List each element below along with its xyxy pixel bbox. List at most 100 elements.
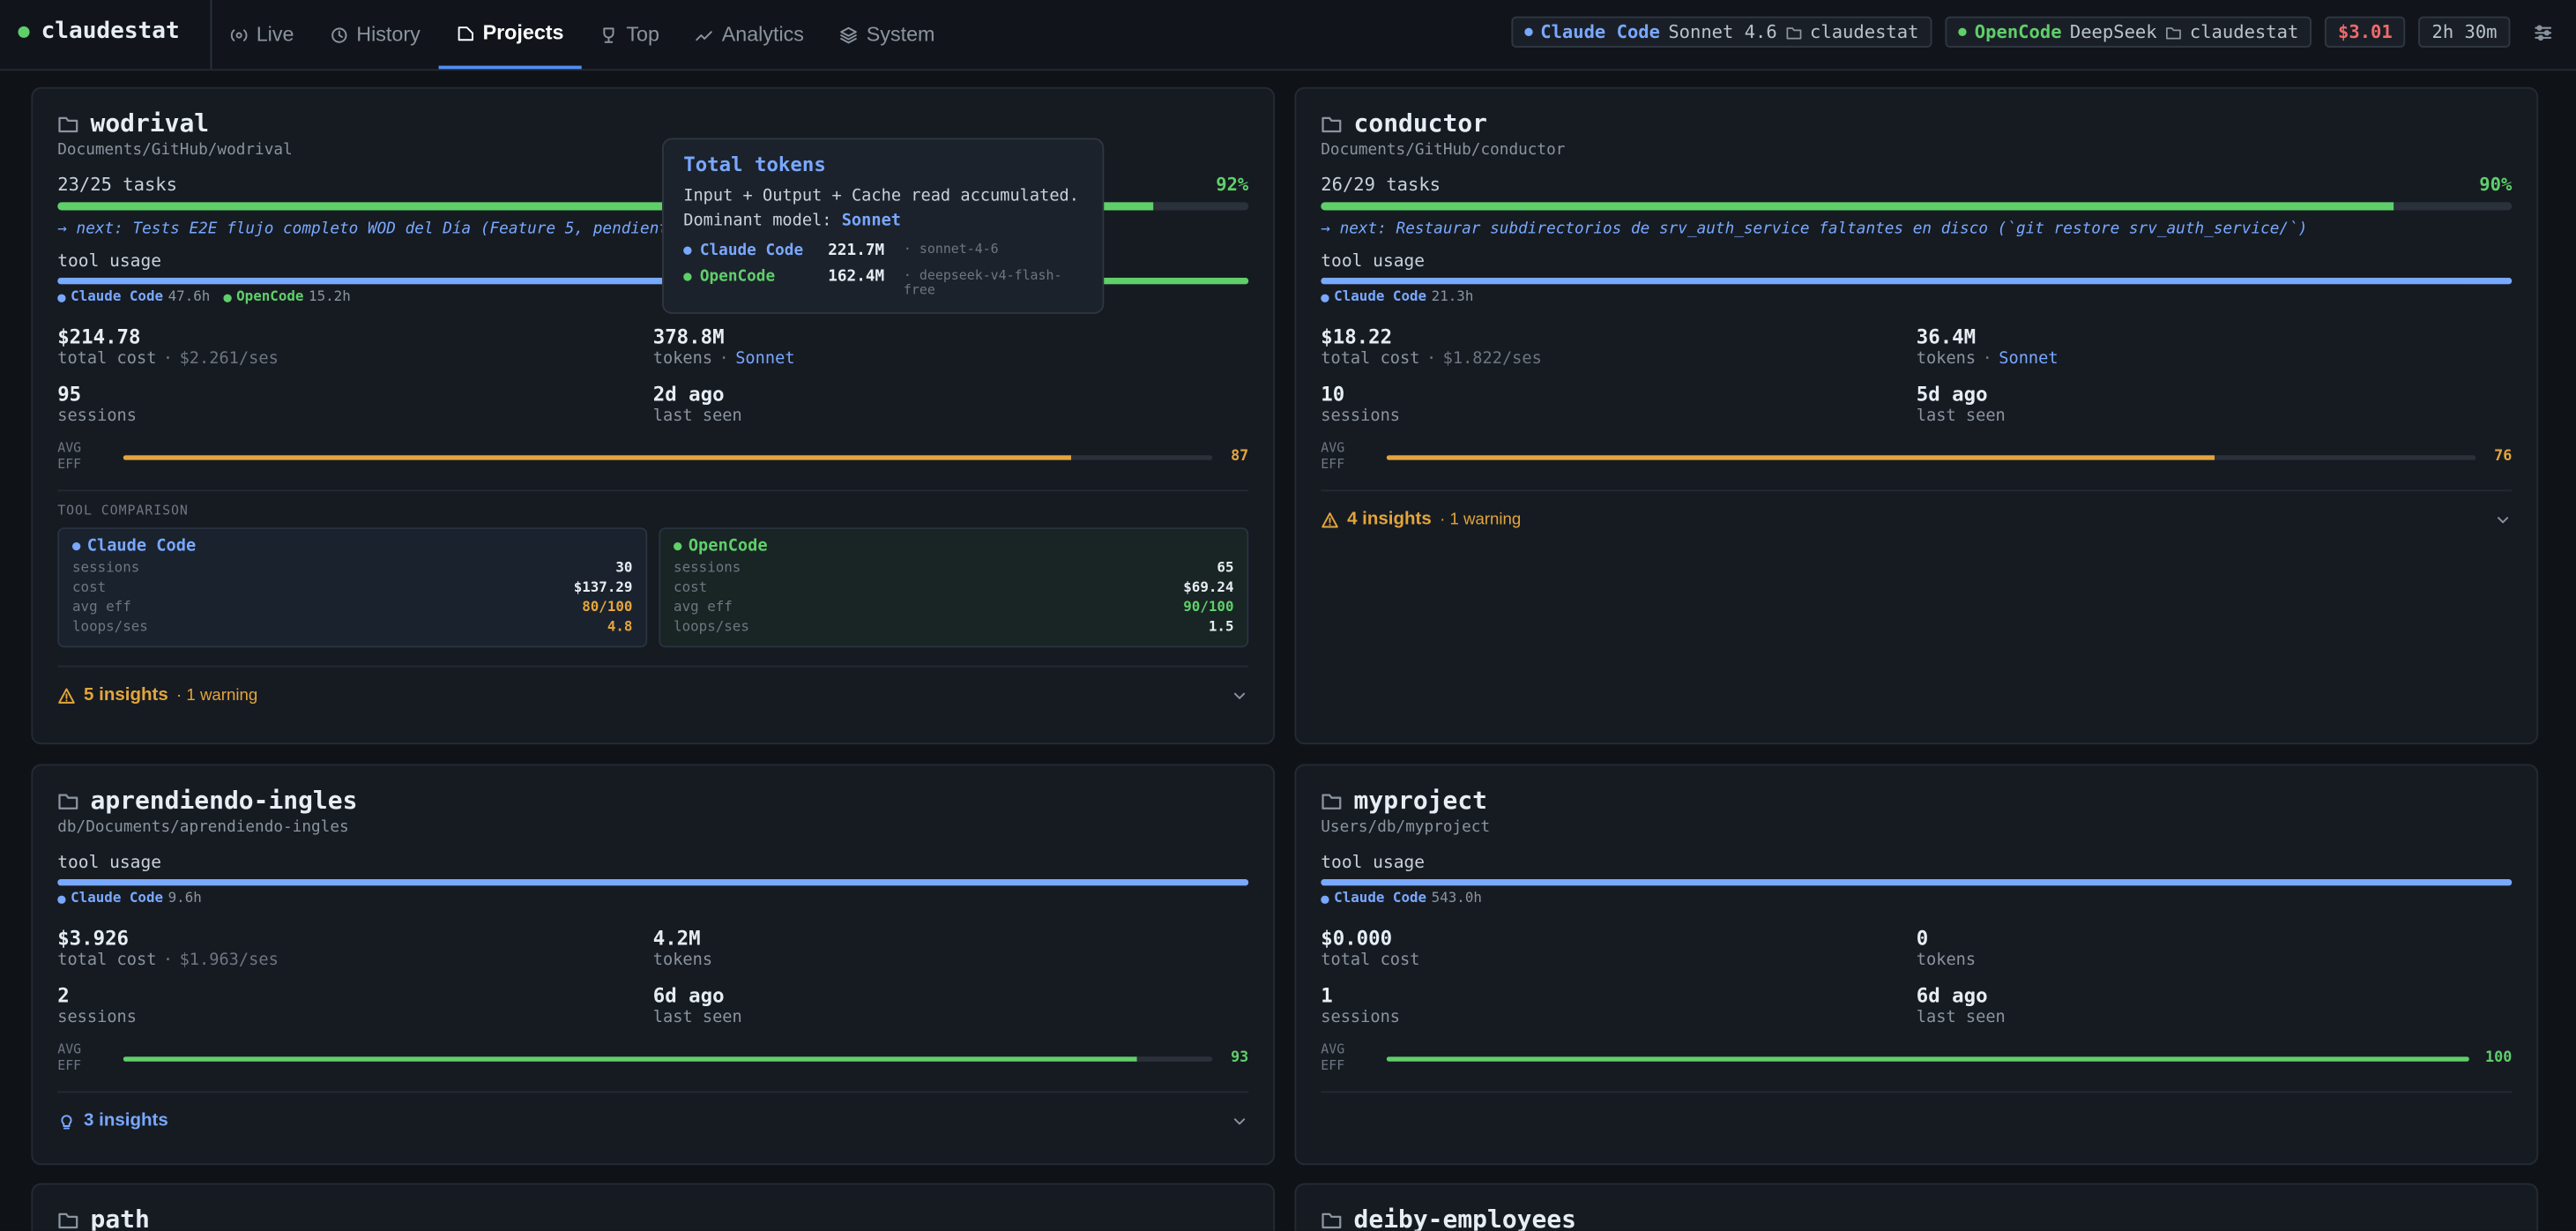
session-project: claudestat bbox=[1810, 21, 1919, 43]
legend-item: OpenCode 15.2h bbox=[223, 289, 351, 306]
legend-item: Claude Code 543.0h bbox=[1321, 891, 1482, 907]
session-pill[interactable]: Claude Code Sonnet 4.6 claudestat bbox=[1510, 16, 1932, 48]
stat-value: $214.78 bbox=[57, 325, 141, 349]
legend-tool: OpenCode bbox=[236, 288, 304, 306]
tool-legend: Claude Code 47.6h OpenCode 15.2h bbox=[57, 289, 1248, 306]
efficiency-label: AVG EFF bbox=[57, 440, 82, 472]
stat: 95 sessions bbox=[57, 383, 653, 427]
task-row: 26/29 tasks 90% bbox=[1321, 175, 2512, 196]
project-name: path bbox=[90, 1204, 150, 1231]
comparison-grid: Claude Code sessions 30 cost $137.29 avg eff 8… bbox=[57, 527, 1249, 648]
efficiency-bar bbox=[123, 1056, 1213, 1061]
insights-count: 5 insights bbox=[84, 685, 168, 705]
stat: 6d ago last seen bbox=[1917, 984, 2513, 1028]
comparison-label: cost bbox=[71, 579, 107, 597]
comparison-box: Claude Code sessions 30 cost $137.29 avg eff 8… bbox=[57, 527, 648, 648]
tool-usage-bar bbox=[57, 277, 1249, 285]
tooltip-tool-name: Claude Code bbox=[699, 241, 804, 260]
stat-label-text: total cost bbox=[57, 951, 157, 970]
stat-label: total cost bbox=[1321, 950, 1917, 971]
stat-value: 6d ago bbox=[652, 984, 725, 1008]
next-task: → next: Restaurar subdirectorios de srv_… bbox=[1321, 220, 2308, 239]
legend-tool: Claude Code bbox=[71, 891, 164, 907]
stat-value: 2 bbox=[57, 984, 70, 1008]
status-dot bbox=[1523, 27, 1532, 36]
per-session: $1.963/ses bbox=[179, 951, 279, 970]
comparison-row: loops/ses 4.8 bbox=[72, 618, 632, 638]
comparison-value: 30 bbox=[615, 560, 633, 578]
legend-hours: 21.3h bbox=[1431, 288, 1474, 306]
efficiency-label: AVG EFF bbox=[1321, 440, 1345, 472]
insights-row[interactable]: 4 insights · 1 warning bbox=[1321, 510, 2512, 529]
comparison-row: avg eff 90/100 bbox=[674, 598, 1233, 617]
insights-icon bbox=[1321, 511, 1338, 528]
task-count: 23/25 tasks bbox=[57, 174, 177, 196]
expand-chevron bbox=[1231, 686, 1248, 704]
stat-label-text: tokens bbox=[652, 951, 713, 970]
tooltip-model: · sonnet-4-6 bbox=[903, 241, 999, 257]
tooltip-row: Claude Code 221.7M · sonnet-4-6 bbox=[683, 242, 1083, 259]
stat-label: last seen bbox=[653, 1007, 1249, 1028]
stat-label-text: sessions bbox=[1321, 407, 1401, 426]
nav-tab[interactable]: Projects bbox=[438, 0, 583, 70]
stat-label-text: tokens bbox=[1916, 951, 1977, 970]
session-model: DeepSeek bbox=[2069, 21, 2157, 43]
nav-tab[interactable]: History bbox=[312, 0, 438, 69]
stat-value: 1 bbox=[1321, 984, 1333, 1008]
session-tool: OpenCode bbox=[1974, 21, 2062, 43]
tab-icon bbox=[457, 24, 474, 41]
tooltip-tokens: 162.4M bbox=[828, 267, 885, 287]
stat: 4.2M tokens bbox=[653, 927, 1249, 971]
comparison-value: 1.5 bbox=[1208, 619, 1234, 637]
dominant-label: Dominant model: bbox=[683, 212, 832, 230]
stat: $3.926 total cost · $1.963/ses bbox=[57, 927, 653, 971]
session-pill[interactable]: OpenCode DeepSeek claudestat bbox=[1945, 16, 2312, 48]
settings-button[interactable] bbox=[2534, 22, 2553, 41]
stat-value: $0.000 bbox=[1321, 927, 1393, 951]
tool-usage-label: tool usage bbox=[1321, 853, 1426, 873]
folder-icon bbox=[1321, 1209, 1342, 1230]
legend-item: Claude Code 47.6h bbox=[57, 289, 210, 306]
task-count: 26/29 tasks bbox=[1321, 174, 1441, 196]
comparison-value: $137.29 bbox=[573, 579, 633, 597]
stats-grid: $214.78 total cost · $2.261/ses 378.8M tokens… bbox=[57, 325, 1248, 428]
stat-label: total cost · $1.963/ses bbox=[57, 950, 653, 971]
nav-tab[interactable]: Live bbox=[212, 0, 312, 69]
stat: 6d ago last seen bbox=[653, 984, 1249, 1028]
nav-tab[interactable]: Analytics bbox=[677, 0, 822, 69]
comparison-row: sessions 30 bbox=[72, 559, 632, 578]
nav-tab[interactable]: Top bbox=[582, 0, 677, 69]
comparison-tool: OpenCode bbox=[688, 537, 768, 556]
comparison-value: 90/100 bbox=[1183, 600, 1234, 616]
stat-value: 2d ago bbox=[652, 383, 725, 407]
comparison-header: OpenCode bbox=[674, 537, 1233, 556]
insights-row[interactable]: 3 insights bbox=[57, 1111, 1248, 1130]
comparison-row: cost $69.24 bbox=[674, 578, 1233, 598]
stat-value: 4.2M bbox=[652, 927, 701, 951]
stat: 10 sessions bbox=[1321, 383, 1917, 427]
comparison-title: TOOL COMPARISON bbox=[57, 503, 189, 519]
stat-label-text: total cost bbox=[1321, 951, 1420, 970]
insights-row[interactable]: 5 insights · 1 warning bbox=[57, 685, 1248, 705]
task-percent: 90% bbox=[2479, 174, 2513, 196]
project-path: Documents/GitHub/conductor bbox=[1321, 141, 1566, 160]
expand-chevron bbox=[1231, 1112, 1248, 1130]
insights-count: 4 insights bbox=[1347, 509, 1432, 530]
stat-label: tokens bbox=[653, 950, 1249, 971]
comparison-row: cost $137.29 bbox=[72, 578, 632, 598]
efficiency-value: 87 bbox=[1231, 448, 1249, 466]
tool-usage-segment bbox=[1321, 878, 2513, 886]
tooltip-description: Input + Output + Cache read accumulated. bbox=[683, 187, 1080, 205]
nav-tab[interactable]: System bbox=[822, 0, 952, 69]
stat-label: tokens bbox=[1917, 950, 2513, 971]
project-path: db/Documents/aprendiendo-ingles bbox=[57, 818, 349, 837]
stat: 2d ago last seen bbox=[653, 383, 1249, 427]
tool-legend: Claude Code 21.3h bbox=[1321, 289, 2512, 306]
stat-value: $3.926 bbox=[57, 927, 130, 951]
session-tool: Claude Code bbox=[1540, 21, 1660, 43]
efficiency-fill bbox=[123, 454, 1071, 459]
stat: 36.4M tokens · Sonnet bbox=[1917, 325, 2513, 369]
task-progress bbox=[57, 202, 1249, 211]
stat-label: tokens · Sonnet bbox=[653, 348, 1249, 369]
separator: · bbox=[1426, 349, 1437, 369]
